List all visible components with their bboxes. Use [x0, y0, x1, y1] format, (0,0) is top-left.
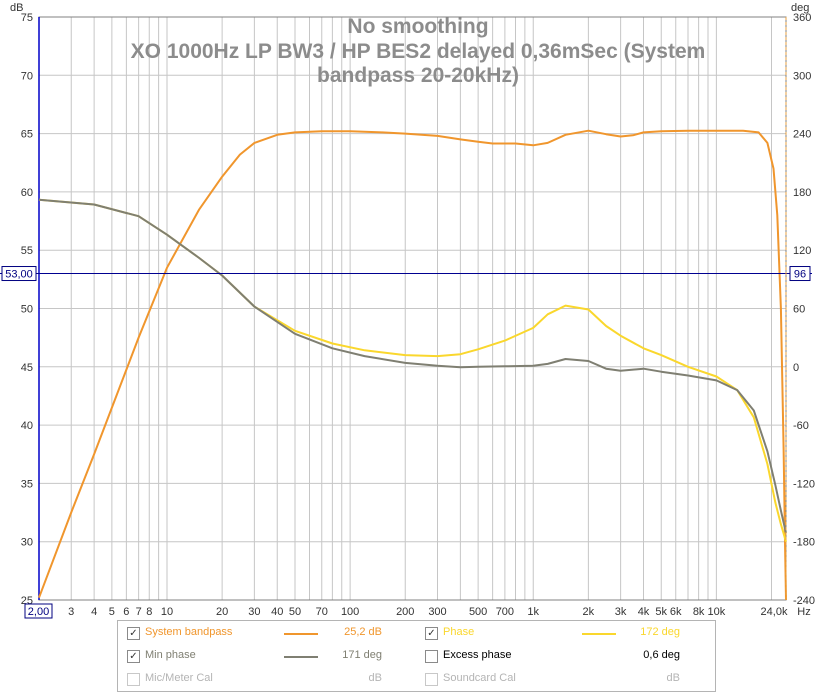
legend-row: ✓ System bandpass 25,2 dB ✓ Phase 172 deg [118, 623, 715, 645]
phase-checkbox[interactable]: ✓ [425, 627, 438, 640]
system-bandpass-label: System bandpass [145, 626, 233, 638]
x-tick-label: 4 [91, 606, 97, 618]
legend-row: ✓ Min phase 171 deg Excess phase 0,6 deg [118, 646, 715, 668]
y-right-unit-label: deg [791, 2, 809, 14]
x-tick-label: 40 [271, 606, 283, 618]
legend-item-soundcard-cal: Soundcard Cal dB [416, 669, 714, 691]
chart-title-line-3: bandpass 20-20kHz) [317, 64, 519, 87]
legend-row: Mic/Meter Cal dB Soundcard Cal dB [118, 669, 715, 691]
y-left-tick-label: 30 [21, 537, 33, 549]
x-tick-label: 3k [615, 606, 627, 618]
x-tick-label: 5k [655, 606, 667, 618]
y-left-tick-label: 55 [21, 245, 33, 257]
x-tick-label: 8 [146, 606, 152, 618]
soundcard-cal-value: dB [666, 672, 680, 684]
excess-phase-checkbox[interactable] [425, 650, 438, 663]
y-right-tick-label: -240 [793, 595, 815, 607]
x-tick-label: 6 [123, 606, 129, 618]
excess-phase-label: Excess phase [443, 649, 512, 661]
cursor-left-box [1, 266, 37, 282]
y-left-tick-label: 60 [21, 187, 33, 199]
y-left-unit-label: dB [10, 2, 23, 14]
y-right-tick-label: 240 [793, 129, 811, 141]
x-tick-label: 8k [693, 606, 705, 618]
min-phase-checkbox[interactable]: ✓ [127, 650, 140, 663]
x-tick-label: 200 [396, 606, 414, 618]
y-left-tick-label: 40 [21, 420, 33, 432]
mic-meter-cal-label: Mic/Meter Cal [145, 672, 213, 684]
x-tick-label: 70 [316, 606, 328, 618]
cursor-right-label: 96 [794, 269, 806, 281]
x-tick-label: 4k [638, 606, 650, 618]
series-line-system-bandpass [38, 129, 787, 601]
x-start-box [24, 603, 53, 619]
y-right-tick-label: 120 [793, 245, 811, 257]
x-tick-label: 5 [109, 606, 115, 618]
y-right-tick-label: 60 [793, 304, 805, 316]
excess-phase-value: 0,6 deg [643, 649, 680, 661]
y-right-tick-label: 360 [793, 12, 811, 24]
x-tick-label: 7 [136, 606, 142, 618]
legend-panel: ✓ System bandpass 25,2 dB ✓ Phase 172 deg ✓ Min… [117, 620, 716, 692]
y-left-tick-label: 75 [21, 12, 33, 24]
grid-lines [39, 16, 786, 601]
min-phase-label: Min phase [145, 649, 196, 661]
cursor[interactable]: 2,00 53,00 96 [0, 17, 812, 619]
x-tick-label: 500 [469, 606, 487, 618]
min-phase-swatch [284, 656, 318, 658]
y-left-tick-label: 70 [21, 70, 33, 82]
x-start-label: 2,00 [28, 606, 49, 618]
legend-item-min-phase: ✓ Min phase 171 deg [118, 646, 416, 668]
cursor-right-box [789, 266, 811, 282]
min-phase-value: 171 deg [342, 649, 382, 661]
phase-swatch [582, 633, 616, 635]
y-right-tick-label: -120 [793, 478, 815, 490]
y-right-tick-label: -180 [793, 537, 815, 549]
x-tick-label: 10 [161, 606, 173, 618]
x-tick-label: 10k [707, 606, 725, 618]
x-unit-label: Hz [797, 606, 810, 618]
soundcard-cal-checkbox [425, 673, 438, 686]
y-right-tick-label: 180 [793, 187, 811, 199]
legend-item-phase: ✓ Phase 172 deg [416, 623, 714, 645]
x-tick-label: 300 [428, 606, 446, 618]
x-end-label: 24,0k [761, 606, 788, 618]
mic-meter-cal-value: dB [368, 672, 382, 684]
y-left-tick-label: 45 [21, 362, 33, 374]
x-tick-label: 700 [496, 606, 514, 618]
y-left-tick-label: 65 [21, 129, 33, 141]
x-tick-label: 20 [216, 606, 228, 618]
chart-title-line-1: No smoothing [347, 15, 488, 38]
phase-value: 172 deg [640, 626, 680, 638]
cursor-left-label: 53,00 [5, 269, 33, 281]
y-left-tick-label: 35 [21, 478, 33, 490]
x-tick-label: 3 [68, 606, 74, 618]
legend-item-system-bandpass: ✓ System bandpass 25,2 dB [118, 623, 416, 645]
legend-item-mic-meter-cal: Mic/Meter Cal dB [118, 669, 416, 691]
y-right-tick-label: 300 [793, 70, 811, 82]
x-tick-label: 30 [248, 606, 260, 618]
phase-label: Phase [443, 626, 475, 638]
x-tick-label: 100 [341, 606, 359, 618]
series-line-min-phase [38, 198, 787, 534]
system-bandpass-value: 25,2 dB [344, 626, 382, 638]
system-bandpass-checkbox[interactable]: ✓ [127, 627, 140, 640]
y-right-tick-label: -60 [793, 420, 809, 432]
legend-item-excess-phase: Excess phase 0,6 deg [416, 646, 714, 668]
data-series [38, 129, 787, 601]
y-left-tick-label: 50 [21, 304, 33, 316]
x-tick-label: 50 [289, 606, 301, 618]
soundcard-cal-label: Soundcard Cal [443, 672, 516, 684]
x-tick-label: 6k [670, 606, 682, 618]
system-bandpass-swatch [284, 633, 318, 635]
x-tick-label: 1k [527, 606, 539, 618]
y-right-tick-label: 0 [793, 362, 799, 374]
x-tick-label: 2k [583, 606, 595, 618]
chart-title-line-2: XO 1000Hz LP BW3 / HP BES2 delayed 0,36m… [131, 40, 706, 63]
mic-meter-cal-checkbox [127, 673, 140, 686]
